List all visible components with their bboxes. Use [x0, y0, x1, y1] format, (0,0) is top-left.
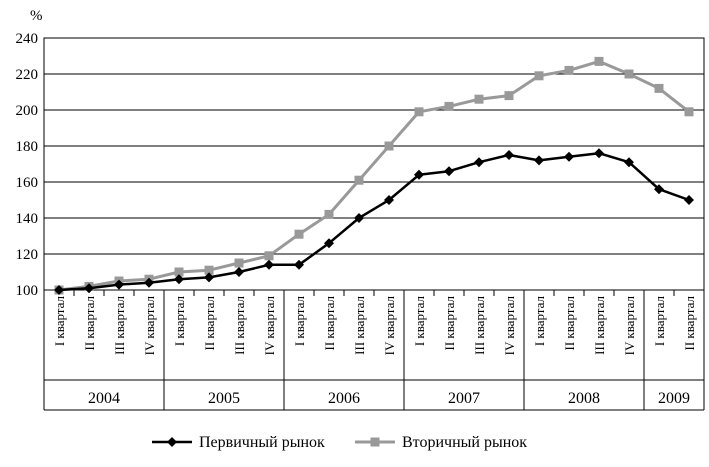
year-label: 2005 — [208, 390, 240, 407]
data-point — [444, 166, 454, 177]
legend-swatch-marker — [167, 437, 177, 447]
data-point — [114, 279, 124, 290]
y-tick-label: 220 — [16, 67, 39, 83]
x-tick-label: I квартал — [412, 295, 427, 346]
gridlines — [43, 37, 705, 291]
data-point — [504, 91, 514, 101]
year-label: 2008 — [568, 390, 600, 407]
data-point — [264, 251, 274, 261]
data-point — [504, 150, 514, 160]
data-point — [444, 101, 454, 111]
data-point — [264, 259, 274, 270]
x-tick-label: I квартал — [292, 295, 307, 346]
y-tick-label: 120 — [16, 247, 39, 263]
series-line-primary — [58, 151, 690, 292]
x-axis: I квартал II квартал III квартал IV квартал… — [43, 290, 705, 411]
x-tick-label: III квартал — [592, 296, 607, 355]
x-tick-label: II квартал — [682, 296, 697, 351]
data-point — [594, 56, 604, 66]
data-point — [624, 157, 634, 168]
data-point — [624, 69, 634, 79]
data-point — [564, 151, 574, 162]
x-tick-label: III квартал — [112, 296, 127, 355]
data-point — [144, 277, 154, 288]
data-point — [294, 259, 304, 270]
x-tick-label: I квартал — [652, 295, 667, 346]
x-tick-label: III квартал — [472, 296, 487, 355]
data-point — [684, 195, 694, 205]
y-tick-label: 200 — [16, 103, 39, 119]
data-point — [54, 285, 64, 295]
data-point — [534, 71, 544, 81]
data-point — [414, 169, 424, 180]
data-point — [204, 265, 214, 275]
data-point — [594, 148, 604, 159]
legend: Первичный рынок Вторичный рынок — [152, 434, 527, 451]
x-tick-label: IV квартал — [262, 295, 277, 355]
series-lines — [54, 56, 694, 295]
legend-swatch-marker — [370, 437, 380, 447]
data-point — [234, 267, 244, 277]
y-tick-label: 240 — [16, 31, 39, 47]
x-tick-label: I квартал — [172, 295, 187, 346]
x-tick-label: II квартал — [82, 296, 97, 351]
series-line-secondary — [58, 59, 690, 292]
data-point — [384, 141, 394, 151]
data-point — [474, 157, 484, 168]
data-point — [354, 175, 364, 185]
data-point — [414, 107, 424, 117]
x-tick-label: I квартал — [532, 295, 547, 346]
data-point — [654, 184, 664, 195]
x-tick-label: I квартал — [52, 295, 67, 346]
data-point — [564, 65, 574, 75]
x-tick-label: III квартал — [232, 296, 247, 355]
data-point — [294, 229, 304, 239]
x-tick-label: IV квартал — [382, 295, 397, 355]
year-label: 2004 — [88, 390, 120, 407]
x-tick-label: II квартал — [202, 296, 217, 351]
x-tick-label: IV квартал — [622, 295, 637, 355]
data-point — [204, 272, 214, 283]
x-tick-label: IV квартал — [142, 295, 157, 355]
year-label: 2009 — [658, 390, 690, 407]
x-tick-label: II квартал — [442, 296, 457, 351]
data-point — [174, 274, 184, 285]
data-point — [384, 195, 394, 205]
x-tick-label: II квартал — [322, 296, 337, 351]
year-label: 2006 — [328, 390, 360, 407]
x-tick-label: III квартал — [352, 296, 367, 355]
y-axis-unit-label: % — [30, 8, 43, 24]
data-point — [354, 213, 364, 223]
y-tick-label: 160 — [16, 175, 39, 191]
data-point — [84, 283, 94, 294]
data-point — [234, 258, 244, 268]
x-tick-label: IV квартал — [502, 295, 517, 355]
legend-label: Вторичный рынок — [402, 434, 527, 451]
x-tick-label: II квартал — [562, 296, 577, 351]
data-point — [684, 107, 694, 117]
data-point — [654, 83, 664, 93]
y-tick-label: 140 — [16, 211, 39, 227]
data-point — [474, 94, 484, 104]
y-tick-label: 100 — [16, 283, 39, 299]
y-axis-tick-labels: 100 120 140 160 180 200 220 240 — [16, 31, 39, 299]
data-point — [534, 155, 544, 166]
data-point — [174, 267, 184, 277]
year-label: 2007 — [448, 390, 480, 407]
y-tick-label: 180 — [16, 139, 39, 155]
data-point — [324, 238, 334, 249]
data-point — [324, 209, 334, 219]
legend-label: Первичный рынок — [199, 434, 325, 451]
